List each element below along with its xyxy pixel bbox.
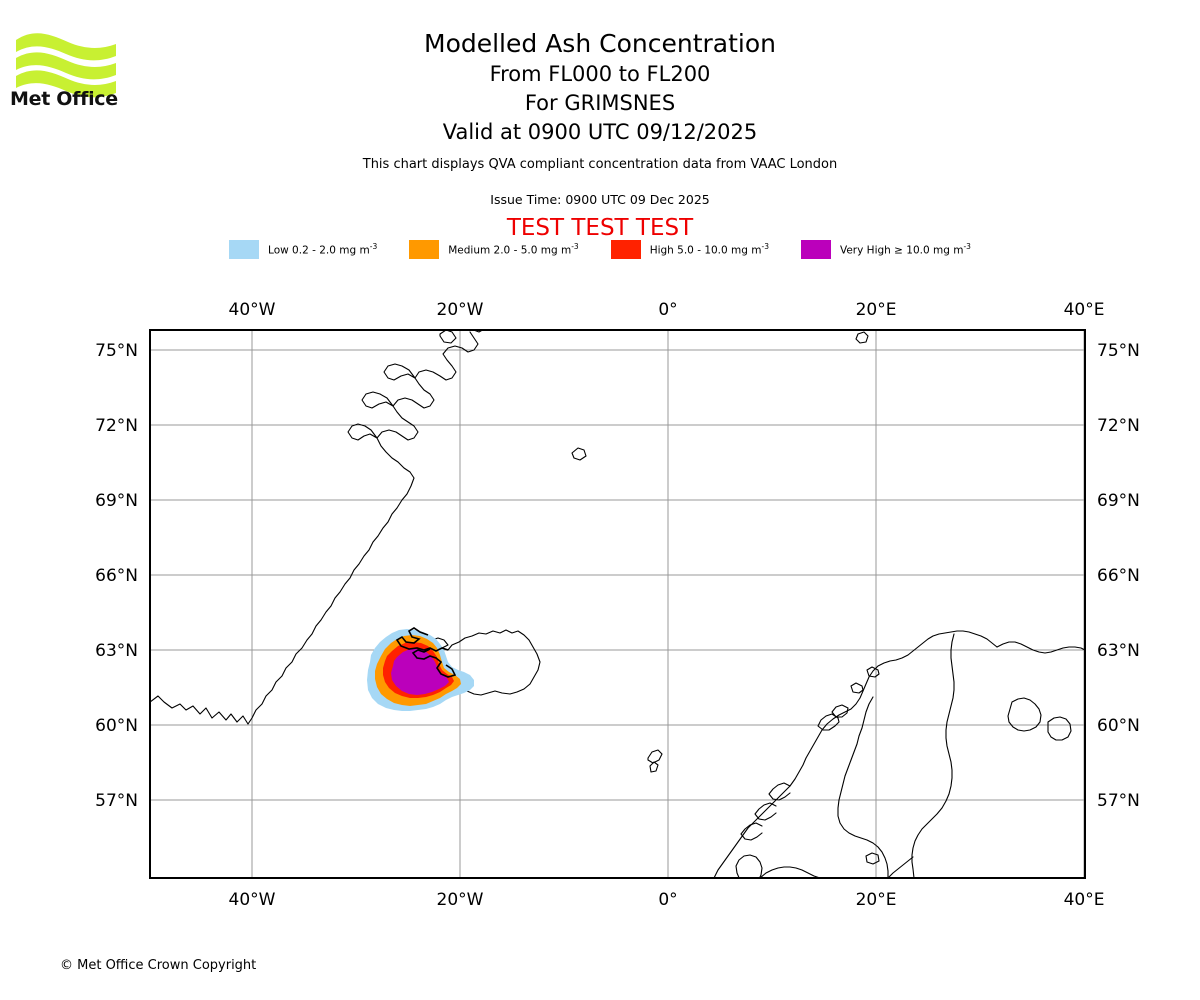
xtick-top-2: 0° [658, 300, 677, 320]
coastline-bear-island [855, 331, 869, 344]
xtick-top-0: 40°W [229, 300, 276, 320]
coastline-norway-island-1 [850, 682, 864, 694]
coastline-greenland-fjord-3 [383, 363, 416, 381]
legend-item-medium: Medium 2.0 - 5.0 mg m-3 [409, 240, 579, 259]
ytick-left-66: 66°N [95, 566, 138, 586]
coastline-white-sea [1007, 697, 1042, 732]
y-axis-right-labels: 75°N 72°N 69°N 66°N 63°N 60°N 57°N [1097, 341, 1140, 811]
coastline-denmark [735, 854, 763, 878]
ash-plume-coast-overlay [395, 627, 457, 678]
ytick-right-72: 72°N [1097, 416, 1140, 436]
ash-contour-very-high [391, 649, 449, 695]
coastline-norway-lofoten [817, 713, 840, 731]
map-svg: 40°W 20°W 0° 20°E 40°E 40°W 20°W 0° 20°E… [95, 300, 1140, 910]
ytick-left-72: 72°N [95, 416, 138, 436]
ytick-right-75: 75°N [1097, 341, 1140, 361]
coastline-norway-island-2 [866, 666, 880, 678]
title-line-2: From FL000 to FL200 [489, 62, 711, 86]
ytick-right-57: 57°N [1097, 791, 1140, 811]
ytick-left-75: 75°N [95, 341, 138, 361]
map-gridlines [150, 330, 1085, 878]
xtick-top-1: 20°W [437, 300, 484, 320]
xtick-bottom-2: 0° [658, 890, 677, 910]
test-banner: TEST TEST TEST [506, 215, 694, 241]
coastline-faroe-islands [647, 749, 663, 764]
legend-label-high: High 5.0 - 10.0 mg m-3 [649, 242, 769, 257]
xtick-bottom-4: 40°E [1064, 890, 1105, 910]
met-office-logo [12, 22, 132, 112]
logo-wordmark: Met Office [10, 88, 118, 110]
legend-swatch-high [610, 240, 641, 259]
coastline-jan-mayen [571, 447, 587, 461]
y-axis-left-labels: 75°N 72°N 69°N 66°N 63°N 60°N 57°N [95, 341, 138, 811]
concentration-legend: Low 0.2 - 2.0 mg m-3 Medium 2.0 - 5.0 mg… [0, 240, 1200, 259]
x-axis-bottom-labels: 40°W 20°W 0° 20°E 40°E [229, 890, 1105, 910]
ytick-right-60: 60°N [1097, 716, 1140, 736]
legend-swatch-very-high [800, 240, 831, 259]
ytick-left-69: 69°N [95, 491, 138, 511]
map-frame [149, 329, 1086, 879]
logo-waves-icon [16, 33, 116, 98]
issue-time: Issue Time: 0900 UTC 09 Dec 2025 [490, 192, 710, 207]
legend-item-low: Low 0.2 - 2.0 mg m-3 [229, 240, 377, 259]
xtick-top-3: 20°E [856, 300, 897, 320]
xtick-bottom-1: 20°W [437, 890, 484, 910]
qva-note: This chart displays QVA compliant concen… [362, 157, 838, 172]
coastline-greenland-fjord-1 [347, 423, 378, 441]
ytick-right-66: 66°N [1097, 566, 1140, 586]
ytick-left-60: 60°N [95, 716, 138, 736]
coastline-sweden-east [887, 856, 914, 878]
coastline-aland [865, 852, 880, 865]
map-background [150, 330, 1085, 878]
title-line-1: Modelled Ash Concentration [424, 29, 776, 58]
copyright-notice: © Met Office Crown Copyright [60, 958, 257, 973]
xtick-bottom-0: 40°W [229, 890, 276, 910]
xtick-bottom-3: 20°E [856, 890, 897, 910]
chart-title-block: Modelled Ash Concentration From FL000 to… [0, 28, 1200, 147]
coastline-norway-lofoten-2 [831, 704, 849, 718]
legend-label-medium: Medium 2.0 - 5.0 mg m-3 [448, 242, 579, 257]
coastline-kola-peninsula [996, 641, 1085, 654]
ash-plume [367, 627, 474, 711]
ytick-left-63: 63°N [95, 641, 138, 661]
x-axis-top-labels: 40°W 20°W 0° 20°E 40°E [229, 300, 1105, 320]
title-line-3: For GRIMSNES [524, 91, 676, 115]
ytick-right-63: 63°N [1097, 641, 1140, 661]
ytick-left-57: 57°N [95, 791, 138, 811]
legend-item-very-high: Very High ≥ 10.0 mg m-3 [800, 240, 971, 259]
coastline-faroe-islands-2 [649, 761, 659, 773]
coastline-white-sea-2 [1047, 716, 1072, 741]
coastline-baltic-south [759, 866, 821, 878]
coastline-norway [713, 630, 998, 878]
legend-swatch-medium [409, 240, 440, 259]
coastline-greenland-fjord-2 [361, 391, 394, 409]
title-line-4: Valid at 0900 UTC 09/12/2025 [442, 120, 758, 144]
coastline-norway-fjords [740, 782, 791, 841]
legend-swatch-low [229, 240, 260, 259]
legend-label-low: Low 0.2 - 2.0 mg m-3 [268, 242, 378, 257]
xtick-top-4: 40°E [1064, 300, 1105, 320]
coastline-gulf-of-bothnia [837, 696, 889, 878]
coastline-finland-east [911, 633, 955, 878]
coastline-greenland [150, 331, 479, 725]
ytick-right-69: 69°N [1097, 491, 1140, 511]
legend-label-very-high: Very High ≥ 10.0 mg m-3 [839, 242, 971, 257]
legend-item-high: High 5.0 - 10.0 mg m-3 [610, 240, 769, 259]
ash-concentration-map: 40°W 20°W 0° 20°E 40°E 40°W 20°W 0° 20°E… [0, 290, 1200, 910]
